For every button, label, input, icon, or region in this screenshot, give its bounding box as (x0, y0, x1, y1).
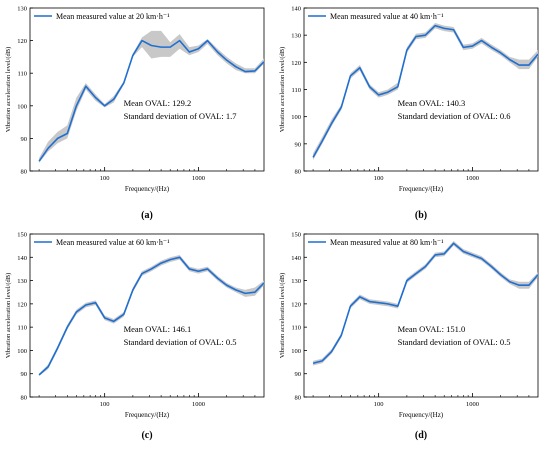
y-tick-label: 140 (291, 255, 301, 262)
y-tick-label: 80 (295, 169, 302, 176)
x-axis-label: Frequency/(Hz) (125, 185, 170, 193)
mean-series-line (38, 256, 265, 376)
y-tick-label: 90 (21, 136, 28, 143)
y-tick-label: 130 (17, 6, 27, 13)
variation-band (39, 30, 265, 163)
annotation-mean-oval: Mean OVAL: 151.0 (398, 324, 466, 334)
y-tick-label: 130 (291, 33, 301, 40)
y-tick-label: 140 (291, 6, 301, 13)
annotation-mean-oval: Mean OVAL: 140.3 (398, 98, 466, 108)
y-tick-label: 120 (17, 38, 27, 45)
panel-label: (b) (415, 210, 427, 221)
y-tick-label: 130 (17, 278, 27, 285)
y-tick-label: 120 (291, 60, 301, 67)
mean-series-line (312, 242, 539, 365)
y-tick-label: 150 (17, 232, 27, 239)
x-tick-label: 1000 (466, 401, 479, 408)
chart-panel-4: 80 90 100 110 120 130 140 150 100 1000 Frequency/(… (279, 232, 539, 441)
y-tick-label: 100 (291, 114, 301, 121)
y-tick-label: 150 (291, 232, 301, 239)
legend-label: Mean measured value at 40 km·h⁻¹ (330, 12, 444, 21)
y-tick-label: 100 (17, 103, 27, 110)
x-tick-label: 100 (374, 401, 384, 408)
variation-band (313, 240, 538, 366)
annotation-std-oval: Standard deviation of OVAL: 0.6 (398, 111, 511, 121)
y-tick-label: 80 (21, 395, 28, 402)
panel-label: (c) (141, 430, 152, 441)
x-tick-label: 100 (374, 175, 384, 182)
y-tick-label: 110 (17, 71, 27, 78)
annotation-std-oval: Standard deviation of OVAL: 0.5 (398, 337, 511, 347)
y-tick-label: 140 (17, 255, 27, 262)
x-tick-label: 1000 (466, 175, 479, 182)
plot-frame (29, 7, 265, 172)
y-tick-label: 110 (17, 325, 27, 332)
y-tick-label: 100 (17, 348, 27, 355)
y-axis-label: Vibration acceleration level/(dB) (5, 273, 12, 359)
y-axis-label: Vibration acceleration level/(dB) (5, 47, 12, 133)
mean-series-line (38, 39, 265, 162)
y-tick-label: 90 (295, 141, 302, 148)
panel-label: (a) (141, 210, 153, 221)
chart-panel-3: 80 90 100 110 120 130 140 150 100 1000 Frequency/(… (5, 232, 265, 441)
y-tick-label: 110 (291, 87, 301, 94)
x-axis-label: Frequency/(Hz) (399, 411, 444, 419)
variation-band (313, 22, 538, 161)
x-axis-label: Frequency/(Hz) (125, 411, 170, 419)
x-tick-label: 1000 (192, 175, 205, 182)
y-tick-label: 110 (291, 325, 301, 332)
y-axis-label: Vibration acceleration level/(dB) (279, 47, 286, 133)
y-tick-label: 130 (291, 278, 301, 285)
y-tick-label: 100 (291, 348, 301, 355)
chart-panel-1: 80 90 100 110 120 130 100 1000 Frequency/(Hz) Vib… (5, 6, 265, 221)
mean-series-line (312, 24, 539, 158)
plot-frame (29, 233, 265, 398)
variation-band (39, 254, 265, 377)
y-tick-label: 80 (21, 169, 28, 176)
annotation-mean-oval: Mean OVAL: 129.2 (124, 98, 192, 108)
plot-frame (303, 233, 539, 398)
panel-label: (d) (415, 430, 427, 441)
y-tick-label: 120 (291, 301, 301, 308)
x-axis-label: Frequency/(Hz) (399, 185, 444, 193)
x-tick-label: 100 (100, 175, 110, 182)
y-axis-label: Vibration acceleration level/(dB) (279, 273, 286, 359)
legend-label: Mean measured value at 80 km·h⁻¹ (330, 238, 444, 247)
x-tick-label: 1000 (192, 401, 205, 408)
annotation-mean-oval: Mean OVAL: 146.1 (124, 324, 192, 334)
legend-label: Mean measured value at 20 km·h⁻¹ (56, 12, 170, 21)
y-tick-label: 90 (295, 371, 302, 378)
annotation-std-oval: Standard deviation of OVAL: 0.5 (124, 337, 237, 347)
legend-label: Mean measured value at 60 km·h⁻¹ (56, 238, 170, 247)
chart-panel-2: 80 90 100 110 120 130 140 100 1000 Frequency/(Hz)… (279, 6, 539, 221)
y-tick-label: 80 (295, 395, 302, 402)
y-tick-label: 90 (21, 371, 28, 378)
annotation-std-oval: Standard deviation of OVAL: 1.7 (124, 111, 237, 121)
y-tick-label: 120 (17, 301, 27, 308)
x-tick-label: 100 (100, 401, 110, 408)
plot-frame (303, 7, 539, 172)
